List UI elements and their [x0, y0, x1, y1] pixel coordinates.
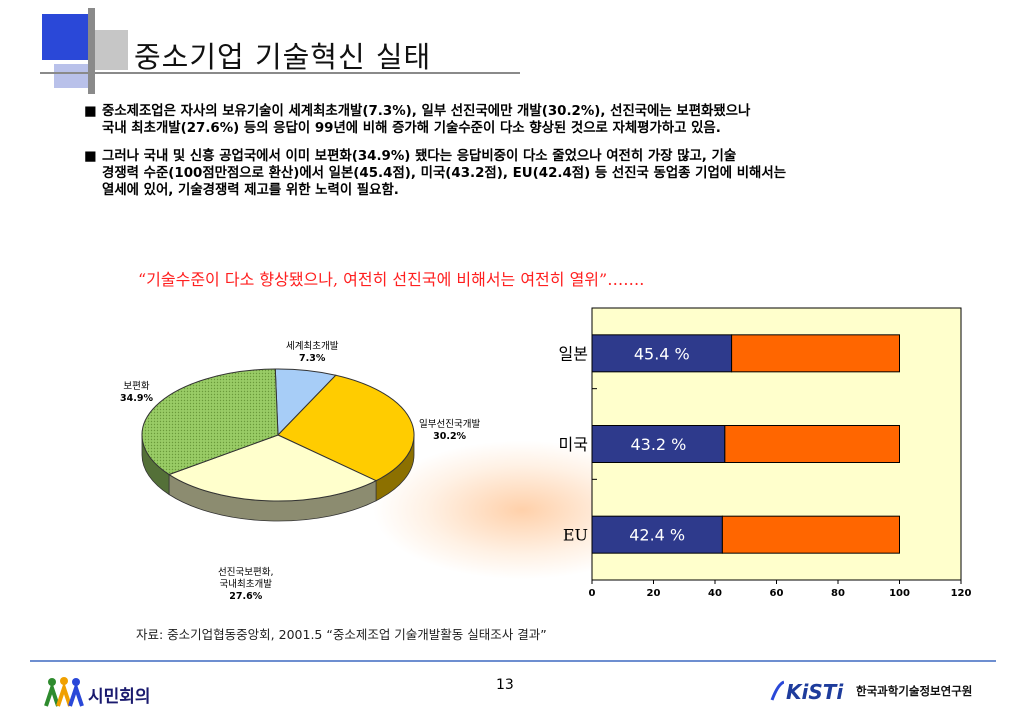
quote-text: “기술수준이 다소 향상됐으나, 여전히 선진국에 비해서는 여전히 열위”………	[138, 270, 645, 289]
x-tick-label: 100	[889, 588, 910, 599]
bar-일본-series-1	[731, 334, 900, 373]
title-decoration-blue	[42, 14, 88, 60]
x-tick-label: 40	[708, 588, 722, 599]
x-tick-label: 20	[647, 588, 661, 599]
bar-value-label: 45.4 %	[634, 344, 690, 363]
pie-slice-3	[141, 368, 279, 476]
bullet-mark: ■	[84, 104, 97, 119]
pie-slice-2	[167, 434, 378, 502]
title-decoration-vline	[88, 8, 95, 94]
page-title: 중소기업 기술혁신 실태	[134, 40, 432, 74]
citizens-council-text: 시민회의	[88, 687, 151, 707]
x-tick-label: 80	[831, 588, 845, 599]
pie-label-3: 보편화 34.9%	[120, 381, 153, 404]
page-number: 13	[496, 677, 514, 693]
bullet-text-1: 중소제조업은 자사의 보유기술이 세계최초개발(7.3%), 일부 선진국에만 …	[102, 104, 751, 136]
swoosh-icon	[770, 680, 784, 701]
y-category-label: 미국	[559, 435, 588, 454]
x-tick-label: 120	[951, 588, 972, 599]
pie-label-1: 일부선진국개발 30.2%	[419, 419, 481, 442]
title-underline	[40, 72, 520, 74]
x-tick-label: 60	[770, 588, 784, 599]
people-icon	[44, 677, 84, 707]
y-category-label: EU	[563, 526, 588, 545]
bar-value-label: 42.4 %	[629, 526, 685, 545]
pie-label-2: 선진국보편화, 국내최초개발 27.6%	[218, 567, 274, 602]
bullet-item: ■ 그러나 국내 및 신흥 공업국에서 이미 보편화(34.9%) 됐다는 응답…	[84, 148, 944, 199]
kisti-text: KiSTi	[786, 680, 844, 704]
bar-미국-series-0	[591, 425, 726, 463]
bullet-mark: ■	[84, 149, 97, 164]
bar-chart: 45.4 % 일본 43.2 % 미국 42.4 % EU 0 20 40 60 80 100 120	[559, 307, 972, 599]
bullet-text-2: 그러나 국내 및 신흥 공업국에서 이미 보편화(34.9%) 됐다는 응답비중…	[102, 149, 787, 198]
title-decoration-light	[54, 64, 88, 88]
x-tick-label: 0	[589, 588, 596, 599]
y-category-label: 일본	[559, 344, 588, 363]
pie-chart	[141, 368, 415, 522]
pie-tops	[141, 368, 415, 502]
bar-EU-series-0	[591, 515, 723, 554]
pie-slice-1	[277, 374, 415, 482]
bullet-item: ■ 중소제조업은 자사의 보유기술이 세계최초개발(7.3%), 일부 선진국에…	[84, 103, 944, 137]
bar-일본-series-0	[591, 334, 733, 373]
bullet-list: ■ 중소제조업은 자사의 보유기술이 세계최초개발(7.3%), 일부 선진국에…	[84, 103, 944, 210]
source-note: 자료: 중소기업협동중앙회, 2001.5 “중소제조업 기술개발활동 실태조사…	[136, 627, 547, 642]
bar-EU-series-1	[721, 515, 900, 554]
bar-미국-series-1	[724, 425, 900, 463]
bar-value-label: 43.2 %	[630, 435, 686, 454]
kisti-org-name: 한국과학기술정보연구원	[856, 684, 973, 698]
pie-label-0: 세계최초개발 7.3%	[286, 341, 339, 364]
citizens-council-logo: 시민회의	[44, 676, 174, 708]
kisti-logo: KiSTi 한국과학기술정보연구원	[770, 678, 980, 706]
footer-divider	[30, 660, 996, 662]
